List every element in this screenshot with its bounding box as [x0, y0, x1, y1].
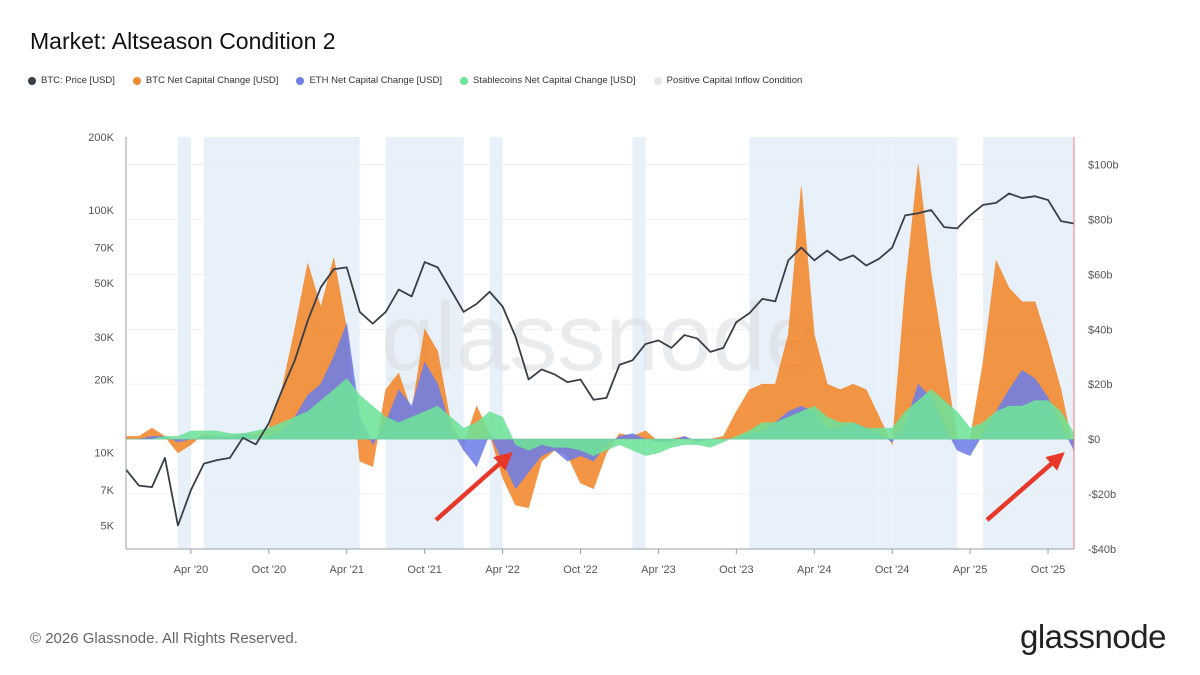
condition-band [177, 137, 191, 549]
right-tick-label: $100b [1088, 159, 1119, 171]
legend-item-btc-price[interactable]: BTC: Price [USD] [28, 75, 115, 86]
x-tick-label: Oct '20 [252, 564, 287, 576]
watermark-text: glassnode [381, 284, 819, 391]
right-tick-label: $80b [1088, 214, 1112, 226]
legend-dot [28, 76, 36, 85]
legend: BTC: Price [USD] BTC Net Capital Change … [28, 75, 802, 86]
left-tick-label: 50K [94, 278, 114, 290]
stablecoins-net-capital-area [126, 378, 1075, 456]
right-tick-label: -$20b [1088, 489, 1116, 501]
left-tick-label: 20K [94, 374, 114, 386]
x-tick-label: Oct '22 [563, 564, 598, 576]
left-tick-label: 10K [94, 447, 114, 459]
left-tick-label: 5K [101, 520, 115, 532]
right-tick-label: $60b [1088, 269, 1112, 281]
left-tick-label: 100K [88, 205, 114, 217]
left-tick-label: 70K [94, 243, 114, 255]
annotation-arrow [434, 452, 513, 522]
x-tick-label: Apr '23 [641, 564, 676, 576]
x-tick-label: Oct '21 [407, 564, 442, 576]
legend-label: BTC: Price [USD] [41, 75, 115, 86]
glassnode-logo: glassnode [1020, 618, 1166, 655]
copyright-text: © 2026 Glassnode. All Rights Reserved. [30, 630, 298, 647]
x-tick-label: Oct '25 [1031, 564, 1066, 576]
legend-item-btc-net-capital[interactable]: BTC Net Capital Change [USD] [132, 75, 279, 86]
right-tick-label: $0 [1088, 434, 1100, 446]
legend-label: ETH Net Capital Change [USD] [309, 75, 442, 86]
x-tick-label: Apr '20 [174, 564, 209, 576]
legend-label: Stablecoins Net Capital Change [USD] [472, 75, 636, 86]
x-tick-label: Apr '22 [485, 564, 520, 576]
btc-price-line [125, 192, 1075, 527]
legend-dot [459, 76, 468, 85]
right-tick-label: $40b [1088, 324, 1112, 336]
x-tick-label: Apr '25 [953, 564, 988, 576]
left-tick-label: 30K [94, 332, 114, 344]
left-tick-label: 200K [88, 132, 114, 144]
legend-dot [296, 76, 305, 85]
left-tick-label: 7K [101, 485, 115, 497]
right-tick-label: -$40b [1088, 544, 1116, 556]
legend-item-stablecoins-net-capital[interactable]: Stablecoins Net Capital Change [USD] [459, 75, 636, 86]
x-tick-label: Apr '24 [797, 564, 832, 576]
x-tick-label: Oct '23 [719, 564, 754, 576]
chart-title: Market: Altseason Condition 2 [30, 28, 336, 54]
legend-item-eth-net-capital[interactable]: ETH Net Capital Change [USD] [296, 75, 442, 86]
legend-dot [653, 76, 662, 85]
legend-dot [132, 76, 141, 85]
right-tick-label: $20b [1088, 379, 1112, 391]
x-tick-label: Oct '24 [875, 564, 910, 576]
legend-item-inflow-condition[interactable]: Positive Capital Inflow Condition [653, 75, 803, 86]
condition-band [879, 137, 893, 549]
x-tick-label: Apr '21 [330, 564, 365, 576]
legend-label: Positive Capital Inflow Condition [666, 75, 803, 86]
legend-label: BTC Net Capital Change [USD] [145, 75, 279, 86]
annotation-arrow [985, 452, 1065, 522]
